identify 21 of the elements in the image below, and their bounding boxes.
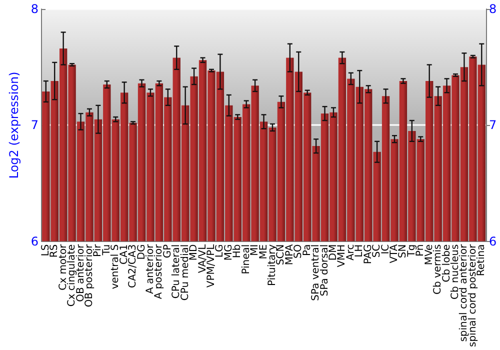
y2-tick-label: 7 (489, 118, 497, 132)
x-tick-label: Tg (406, 244, 418, 258)
x-tick-label: Pituitary (266, 244, 278, 286)
x-tick-label: DG (136, 244, 148, 260)
x-tick-label: A posterior (154, 243, 165, 300)
y-tick-label: 6 (30, 234, 39, 248)
y-tick-label: 7 (30, 118, 39, 132)
x-tick-label: spinal cord posterior (467, 243, 478, 348)
x-tick-label: RS (49, 244, 60, 258)
x-tick-label: Pa (302, 244, 313, 256)
x-tick-label: Retina (476, 244, 488, 276)
x-tick-label: Cb lobe (441, 244, 452, 282)
x-tick-label: Hb (232, 244, 244, 258)
y2-tick-label: 8 (489, 2, 497, 16)
y-tick-label: 8 (30, 2, 39, 16)
x-tick-label: OB posterior (84, 243, 95, 308)
x-tick-label: GP (162, 244, 174, 258)
x-tick-label: MVe (424, 244, 435, 266)
y-axis-title: Log2 (expression) (7, 72, 21, 179)
y2-tick-label: 6 (489, 234, 497, 248)
x-tick-label: ME (258, 244, 270, 260)
